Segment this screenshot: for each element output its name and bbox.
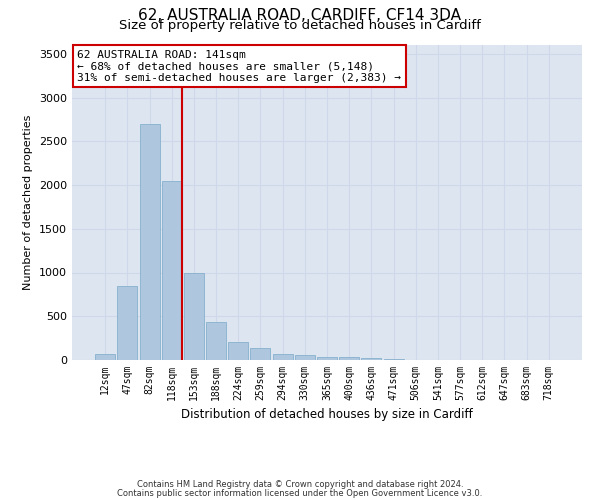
Text: Contains public sector information licensed under the Open Government Licence v3: Contains public sector information licen… (118, 488, 482, 498)
Y-axis label: Number of detached properties: Number of detached properties (23, 115, 34, 290)
Bar (272, 354, 293, 360)
Bar (162, 180, 182, 360)
Bar (295, 355, 315, 360)
Bar (383, 359, 404, 360)
Bar (184, 272, 204, 360)
Bar (339, 358, 359, 360)
Bar (206, 322, 226, 360)
Text: 62, AUSTRALIA ROAD, CARDIFF, CF14 3DA: 62, AUSTRALIA ROAD, CARDIFF, CF14 3DA (139, 8, 461, 22)
Bar (250, 348, 271, 360)
Bar (95, 354, 115, 360)
Text: 62 AUSTRALIA ROAD: 141sqm
← 68% of detached houses are smaller (5,148)
31% of se: 62 AUSTRALIA ROAD: 141sqm ← 68% of detac… (77, 50, 401, 83)
Bar (361, 358, 382, 360)
Bar (140, 124, 160, 360)
Bar (228, 342, 248, 360)
Text: Size of property relative to detached houses in Cardiff: Size of property relative to detached ho… (119, 19, 481, 32)
X-axis label: Distribution of detached houses by size in Cardiff: Distribution of detached houses by size … (181, 408, 473, 422)
Text: Contains HM Land Registry data © Crown copyright and database right 2024.: Contains HM Land Registry data © Crown c… (137, 480, 463, 489)
Bar (118, 286, 137, 360)
Bar (317, 356, 337, 360)
